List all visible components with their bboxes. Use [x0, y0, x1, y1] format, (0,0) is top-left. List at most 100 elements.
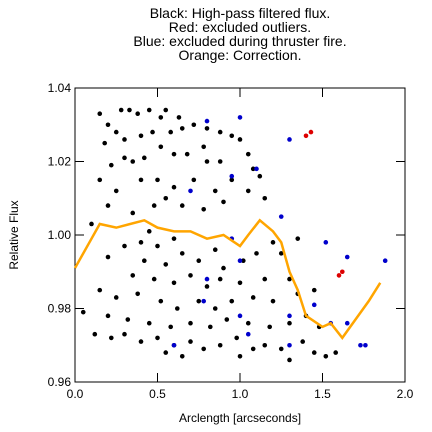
- chart-title: Orange: Correction.: [179, 47, 302, 63]
- data-point: [105, 122, 111, 128]
- data-point: [135, 111, 140, 117]
- x-tick-label: 2.0: [397, 387, 414, 401]
- data-point: [102, 140, 107, 146]
- data-point: [262, 276, 268, 282]
- data-point: [201, 298, 206, 304]
- data-point: [201, 346, 206, 352]
- data-point: [245, 188, 251, 194]
- data-point: [382, 258, 388, 264]
- data-point: [245, 320, 251, 326]
- data-point: [245, 331, 251, 337]
- data-point: [138, 133, 144, 139]
- plot-frame: [74, 87, 406, 383]
- data-point: [344, 320, 350, 326]
- data-point: [287, 320, 292, 326]
- data-point: [237, 115, 243, 120]
- data-point: [122, 155, 127, 161]
- data-point: [191, 177, 197, 183]
- data-point: [179, 126, 185, 131]
- data-point: [358, 342, 363, 348]
- data-point: [175, 306, 180, 311]
- y-tick-label: 1.02: [48, 155, 72, 169]
- data-point: [146, 229, 152, 234]
- data-point: [109, 162, 114, 168]
- correction-line: [73, 218, 382, 340]
- data-point: [278, 214, 284, 219]
- data-point: [303, 133, 309, 139]
- data-point: [163, 262, 169, 267]
- data-point: [163, 350, 169, 355]
- data-point: [146, 320, 152, 326]
- data-point: [212, 188, 218, 194]
- data-point: [340, 269, 345, 275]
- data-point: [287, 357, 292, 363]
- data-point: [105, 313, 111, 319]
- data-point: [158, 298, 164, 304]
- data-point: [89, 221, 94, 227]
- chart-title: Red: excluded outliers.: [169, 19, 311, 35]
- y-tick-label: 0.96: [48, 375, 72, 389]
- data-point: [196, 258, 202, 264]
- data-point: [168, 324, 173, 330]
- data-point: [245, 151, 251, 157]
- data-point: [201, 206, 206, 212]
- data-point: [237, 137, 243, 142]
- data-point: [204, 126, 210, 131]
- data-point: [237, 313, 243, 319]
- data-point: [250, 295, 256, 300]
- data-point: [122, 243, 127, 249]
- data-point: [171, 151, 177, 157]
- data-point: [229, 298, 235, 304]
- data-point: [158, 144, 164, 150]
- data-point: [262, 342, 268, 348]
- data-point: [171, 184, 177, 190]
- data-point: [130, 210, 136, 216]
- data-point: [146, 107, 152, 113]
- data-point: [179, 251, 185, 256]
- data-point: [311, 302, 317, 308]
- data-point: [323, 353, 329, 359]
- data-point: [125, 317, 131, 322]
- data-point: [333, 350, 339, 355]
- data-point: [168, 129, 173, 135]
- data-point: [217, 276, 223, 282]
- data-point: [127, 107, 132, 113]
- data-point: [130, 273, 136, 278]
- data-point: [191, 122, 197, 128]
- data-point: [287, 313, 292, 319]
- data-point: [311, 287, 317, 293]
- data-point: [221, 265, 226, 271]
- data-point: [344, 254, 350, 260]
- data-point: [113, 295, 119, 300]
- data-point: [155, 177, 160, 183]
- data-point: [287, 137, 292, 142]
- data-point: [97, 287, 103, 293]
- data-point: [163, 195, 169, 201]
- data-point: [241, 258, 246, 264]
- data-point: [158, 115, 164, 120]
- data-point: [204, 159, 210, 164]
- data-point: [135, 291, 140, 297]
- data-point: [262, 195, 268, 201]
- data-point: [250, 346, 256, 352]
- data-point: [142, 258, 147, 264]
- data-point: [234, 335, 239, 341]
- data-point: [122, 331, 127, 337]
- data-point: [188, 273, 193, 278]
- data-point: [171, 236, 177, 241]
- data-point: [311, 350, 317, 355]
- data-point: [323, 240, 329, 245]
- data-point: [142, 155, 147, 161]
- data-point: [254, 166, 259, 172]
- x-tick-label: 0.5: [149, 387, 166, 401]
- data-point: [237, 258, 243, 264]
- data-point: [118, 107, 124, 113]
- y-axis-label: Relative Flux: [7, 200, 21, 269]
- y-tick-label: 1.04: [48, 81, 72, 95]
- data-point: [171, 280, 177, 286]
- data-point: [287, 342, 292, 348]
- y-tick-label: 0.98: [48, 302, 72, 316]
- data-point: [237, 353, 243, 359]
- data-point: [300, 339, 306, 344]
